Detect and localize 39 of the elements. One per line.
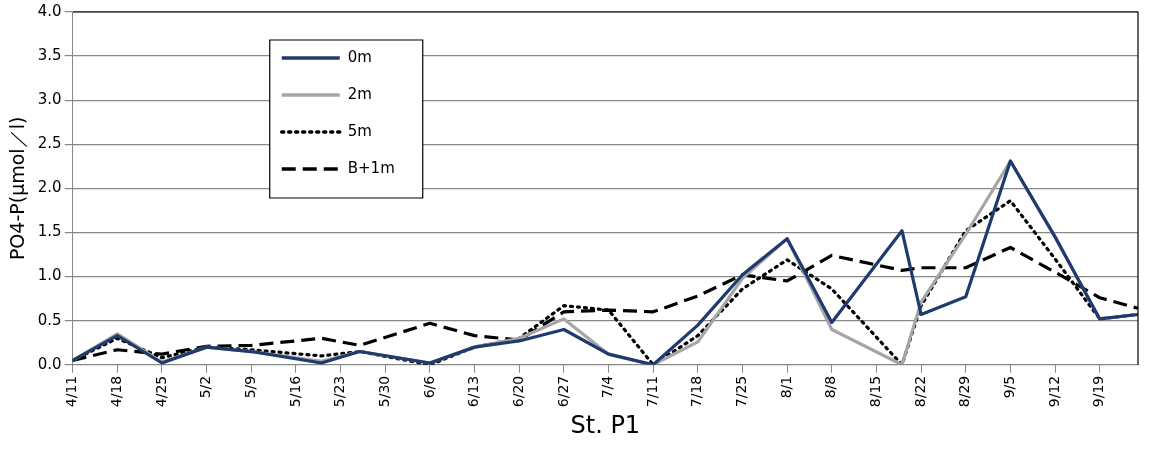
y-tick-label: 4.0 bbox=[37, 1, 62, 20]
x-tick-label: 8/29 bbox=[956, 375, 973, 408]
x-tick-label: 9/12 bbox=[1045, 375, 1062, 408]
x-tick-label: 9/19 bbox=[1090, 375, 1107, 408]
x-tick-label: 5/23 bbox=[331, 375, 348, 408]
x-tick-label: 7/18 bbox=[688, 375, 705, 408]
y-axis-title: PO4-P(μmol／l) bbox=[6, 116, 29, 261]
y-tick-label: 2.0 bbox=[37, 178, 62, 197]
x-tick-label: 6/20 bbox=[509, 375, 526, 408]
x-tick-label: 5/9 bbox=[241, 375, 258, 399]
legend-label: 2m bbox=[347, 84, 372, 103]
x-tick-label: 4/25 bbox=[152, 375, 169, 408]
x-tick-label: 7/11 bbox=[643, 375, 660, 408]
y-tick-label: 3.0 bbox=[37, 90, 62, 109]
x-axis-title: St. P1 bbox=[570, 410, 641, 439]
y-tick-label: 3.5 bbox=[37, 45, 62, 64]
x-tick-label: 9/5 bbox=[1001, 375, 1018, 399]
x-tick-label: 6/13 bbox=[465, 375, 482, 408]
x-tick-label: 8/15 bbox=[867, 375, 884, 408]
y-tick-label: 2.5 bbox=[37, 134, 62, 153]
x-tick-label: 8/1 bbox=[777, 375, 794, 399]
x-tick-label: 7/25 bbox=[733, 375, 750, 408]
x-tick-label: 8/8 bbox=[822, 375, 839, 399]
x-tick-label: 4/11 bbox=[63, 375, 80, 408]
x-tick-label: 7/4 bbox=[599, 375, 616, 399]
x-tick-label: 6/27 bbox=[554, 375, 571, 408]
x-tick-label: 6/6 bbox=[420, 375, 437, 399]
y-tick-label: 1.0 bbox=[37, 266, 62, 285]
y-tick-label: 0.5 bbox=[37, 310, 62, 329]
legend-label: 5m bbox=[347, 121, 372, 140]
x-tick-label: 5/16 bbox=[286, 375, 303, 408]
legend-label: B+1m bbox=[347, 158, 395, 177]
x-tick-label: 4/18 bbox=[107, 375, 124, 408]
x-tick-label: 5/30 bbox=[375, 375, 392, 408]
x-tick-label: 5/2 bbox=[197, 375, 214, 399]
y-tick-label: 0.0 bbox=[37, 354, 62, 373]
x-tick-label: 8/22 bbox=[911, 375, 928, 408]
y-tick-label: 1.5 bbox=[37, 222, 62, 241]
legend-label: 0m bbox=[347, 47, 372, 66]
